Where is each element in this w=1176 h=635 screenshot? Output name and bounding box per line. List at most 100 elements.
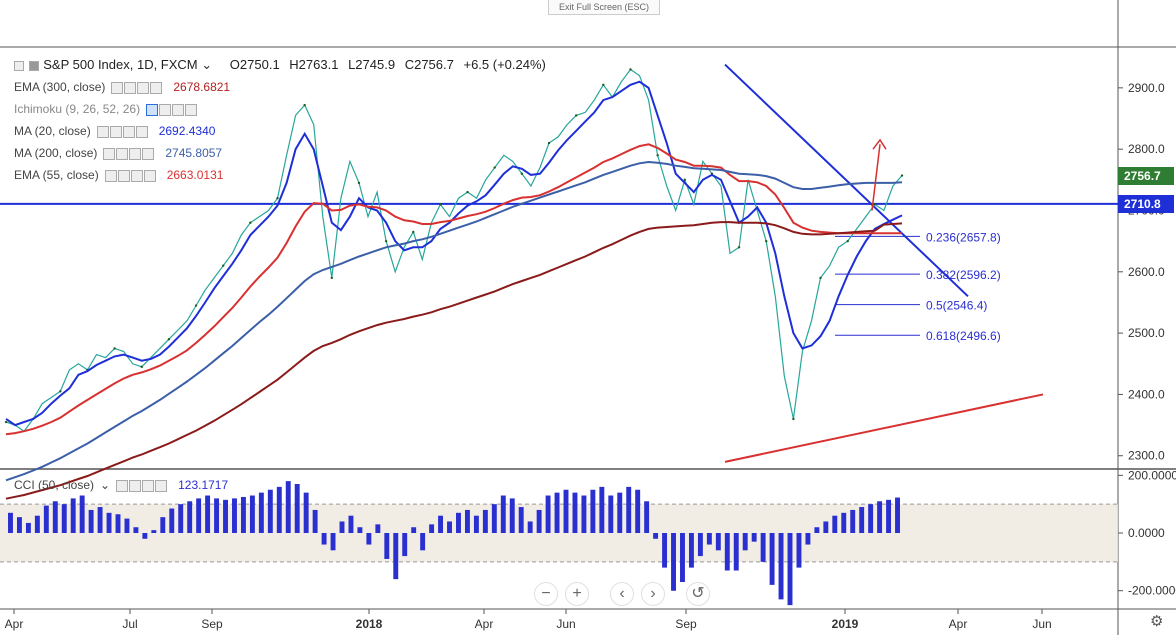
price-point: [113, 347, 116, 350]
fib-level-label: 0.236(2657.8): [926, 230, 1001, 244]
x-tick-label: Sep: [675, 617, 697, 631]
ohlc-high: H2763.1: [289, 57, 339, 72]
downtrend-line: [724, 63, 969, 298]
zoom-in-button[interactable]: +: [565, 582, 589, 606]
indicator-controls[interactable]: [103, 146, 155, 160]
chart-header: S&P 500 Index, 1D, FXCM ⌄ O2750.1 H2763.…: [14, 57, 546, 73]
indicator-ichimoku[interactable]: Ichimoku (9, 26, 52, 26): [14, 102, 198, 116]
settings-icon[interactable]: [117, 169, 130, 182]
price-point: [547, 141, 551, 145]
scroll-back-button[interactable]: ‹: [610, 582, 634, 606]
target-arrow-head: [872, 138, 887, 150]
price-point: [222, 264, 225, 267]
price-point: [4, 420, 8, 424]
collapse-icon[interactable]: [14, 60, 24, 71]
close-icon[interactable]: [155, 479, 168, 492]
x-tick-label: 2019: [832, 617, 859, 631]
eye-icon[interactable]: [96, 125, 109, 138]
price-point: [520, 172, 524, 175]
price-point: [167, 338, 171, 341]
zoom-out-button[interactable]: −: [534, 582, 558, 606]
price-point: [765, 239, 768, 243]
settings-icon[interactable]: [124, 81, 137, 94]
price-point: [59, 390, 62, 393]
symbol-icon: [28, 60, 39, 71]
settings-icon[interactable]: [159, 103, 172, 116]
price-point: [276, 197, 279, 200]
indicator-ema300[interactable]: EMA (300, close) 2678.6821: [14, 80, 231, 94]
indicator-ema55[interactable]: EMA (55, close) 2663.0131: [14, 168, 224, 182]
indicator-controls[interactable]: [116, 478, 168, 492]
eye-icon[interactable]: [111, 81, 124, 94]
price-point: [737, 246, 741, 249]
close-icon[interactable]: [150, 81, 163, 94]
indicator-controls[interactable]: [146, 102, 198, 116]
x-tick-label: Jun: [1032, 617, 1051, 631]
plus-icon[interactable]: [130, 169, 143, 182]
reset-chart-button[interactable]: ↺: [686, 582, 710, 606]
fib-level-label: 0.382(2596.2): [926, 268, 1001, 282]
price-point: [466, 190, 469, 194]
y-tick-label: 2400.0: [1128, 387, 1165, 401]
settings-icon[interactable]: [116, 147, 129, 160]
ohlc-close: C2756.7: [404, 57, 454, 72]
plus-icon[interactable]: [142, 479, 155, 492]
exit-fullscreen-tip[interactable]: Exit Full Screen (ESC): [548, 0, 660, 15]
close-icon[interactable]: [135, 125, 148, 138]
price-point: [384, 239, 388, 243]
plus-icon[interactable]: [137, 81, 150, 94]
cci-y-tick-label: -200.0000: [1128, 584, 1176, 598]
price-change: +6.5 (+0.24%): [463, 57, 546, 72]
price-point: [792, 417, 795, 421]
close-icon[interactable]: [142, 147, 155, 160]
series-line: [5, 143, 902, 436]
indicator-ma200[interactable]: MA (200, close) 2745.8057: [14, 146, 223, 160]
indicator-value: 2663.0131: [166, 168, 224, 182]
price-point: [656, 154, 659, 157]
indicator-cci[interactable]: CCI (50, close) ⌄ 123.1717: [14, 478, 229, 492]
indicator-ma20[interactable]: MA (20, close) 2692.4340: [14, 124, 216, 138]
indicator-controls[interactable]: [96, 124, 149, 138]
plus-icon[interactable]: [129, 147, 142, 160]
fib-level-label: 0.618(2496.6): [926, 329, 1001, 343]
eye-icon[interactable]: [146, 103, 159, 116]
indicator-controls[interactable]: [111, 80, 163, 94]
price-point: [249, 221, 252, 224]
uptrend-line: [724, 393, 1044, 463]
settings-icon[interactable]: [129, 479, 142, 492]
settings-icon[interactable]: [109, 125, 122, 138]
price-point: [629, 68, 632, 71]
plus-icon[interactable]: [122, 125, 135, 138]
series-line: [5, 80, 903, 427]
x-tick-label: 2018: [356, 617, 383, 631]
cci-y-tick-label: 0.0000: [1128, 526, 1165, 540]
price-point: [900, 174, 904, 177]
eye-icon[interactable]: [116, 479, 129, 492]
chevron-down-icon[interactable]: ⌄: [100, 478, 111, 492]
close-icon[interactable]: [185, 103, 198, 116]
price-point: [683, 178, 686, 182]
symbol-label[interactable]: S&P 500 Index, 1D, FXCM: [43, 57, 198, 72]
price-point: [140, 365, 143, 369]
indicator-controls[interactable]: [104, 168, 157, 182]
y-tick-label: 2300.0: [1128, 449, 1165, 463]
last-price-tag: 2756.7: [1118, 166, 1174, 185]
indicator-value: 123.1717: [178, 478, 229, 492]
price-point: [194, 304, 198, 307]
price-point: [412, 230, 415, 234]
eye-icon[interactable]: [103, 147, 116, 160]
gear-icon[interactable]: ⚙: [1150, 613, 1164, 630]
price-point: [873, 203, 877, 206]
series-line: [5, 160, 903, 482]
price-line: [5, 68, 903, 433]
scroll-forward-button[interactable]: ›: [641, 582, 665, 606]
price-point: [819, 276, 822, 280]
price-point: [330, 276, 334, 280]
close-icon[interactable]: [143, 169, 156, 182]
indicator-value: 2745.8057: [165, 146, 223, 160]
chevron-down-icon[interactable]: ⌄: [201, 57, 213, 72]
eye-icon[interactable]: [104, 169, 117, 182]
target-arrow-shaft: [871, 144, 881, 211]
plus-icon[interactable]: [172, 103, 185, 116]
